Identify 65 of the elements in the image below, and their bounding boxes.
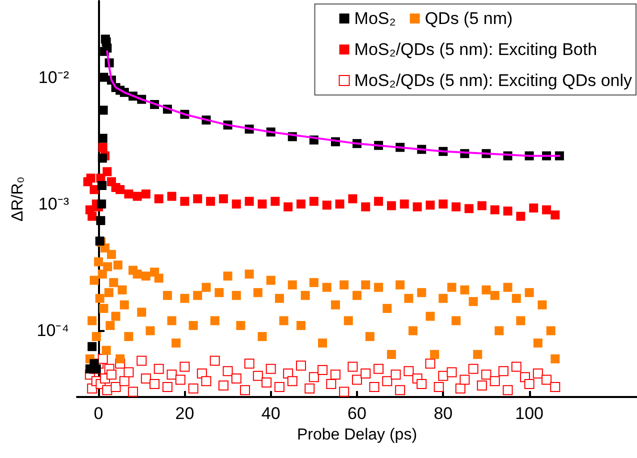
point	[284, 202, 293, 212]
x-tick-label: 40	[261, 404, 280, 423]
x-tick-label: 100	[515, 404, 544, 423]
x-axis-title: Probe Delay (ps)	[296, 426, 418, 444]
point	[98, 134, 108, 143]
point	[206, 196, 216, 206]
point	[400, 200, 409, 209]
point	[193, 194, 202, 204]
point	[99, 72, 108, 82]
point	[361, 202, 370, 212]
point	[529, 204, 538, 213]
point	[232, 200, 241, 209]
point	[102, 167, 112, 176]
point	[309, 196, 318, 206]
point	[412, 202, 422, 212]
point	[92, 364, 101, 374]
x-tick-label: 80	[434, 404, 453, 423]
x-tick-label: 0	[94, 404, 104, 423]
point	[503, 206, 512, 216]
point	[132, 192, 142, 201]
point	[490, 205, 500, 214]
point	[90, 185, 99, 194]
point	[98, 142, 108, 152]
point	[96, 216, 106, 226]
x-tick-label: 20	[175, 404, 194, 423]
x-tick-label: 60	[348, 404, 366, 423]
point	[477, 201, 486, 210]
point	[374, 196, 384, 206]
point	[270, 196, 280, 206]
point	[438, 200, 448, 209]
legend-label: MoS₂	[354, 9, 396, 28]
point	[464, 204, 474, 214]
point	[258, 200, 267, 209]
point	[218, 194, 228, 204]
point	[124, 189, 134, 198]
point	[180, 196, 190, 206]
point	[296, 200, 306, 209]
y-tick-label: 10⁻³	[38, 194, 70, 214]
legend-label: MoS₂/QDs (5 nm): Exciting Both	[354, 40, 598, 59]
y-tick-label: 10⁻²	[38, 68, 70, 87]
point	[98, 154, 107, 163]
y-axis-title: ΔR/R₀	[9, 176, 26, 222]
point	[348, 194, 358, 204]
legend-label: QDs (5 nm)	[424, 9, 513, 28]
point	[97, 181, 106, 190]
point	[88, 212, 97, 221]
point	[167, 192, 176, 201]
point	[426, 200, 435, 210]
point	[542, 205, 552, 214]
point	[116, 185, 125, 194]
point	[452, 202, 461, 212]
y-tick-label: 10⁻⁴	[36, 321, 69, 340]
point	[154, 194, 164, 204]
point	[141, 189, 150, 198]
point	[335, 200, 344, 209]
point	[516, 212, 526, 221]
point	[86, 174, 96, 183]
point	[386, 201, 396, 210]
legend-label: MoS₂/QDs (5 nm): Exciting QDs only	[354, 71, 632, 90]
point	[322, 200, 332, 210]
point	[550, 210, 560, 220]
point	[88, 342, 97, 352]
point	[244, 196, 254, 206]
point	[102, 44, 112, 53]
point	[97, 200, 106, 209]
